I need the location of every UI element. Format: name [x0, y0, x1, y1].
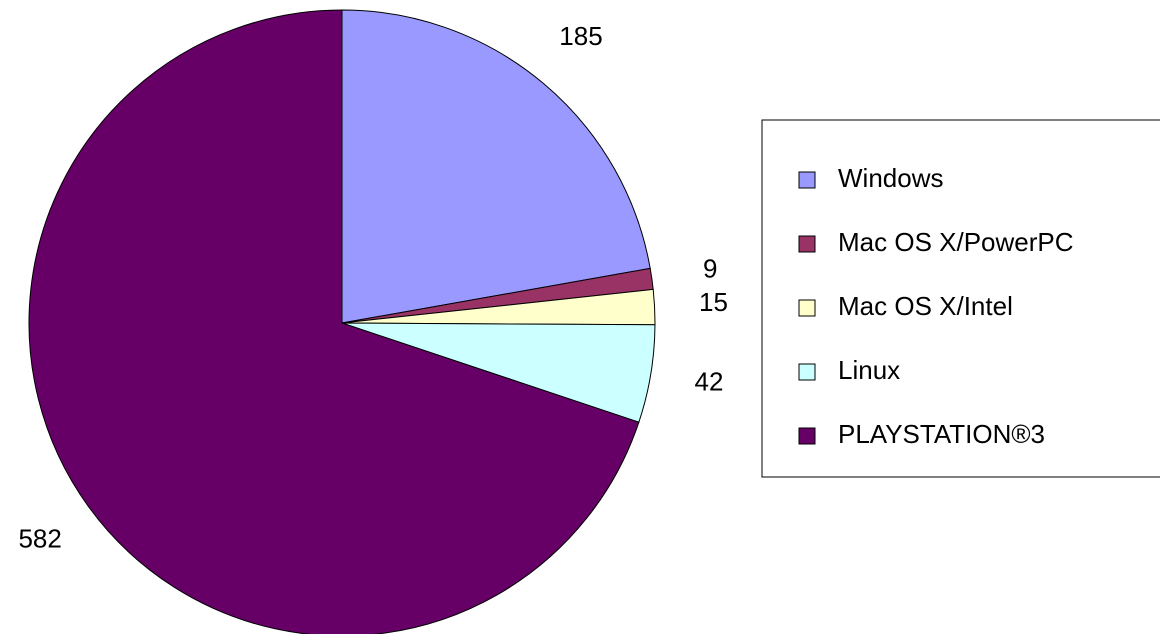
data-label: 9 — [703, 253, 717, 283]
pie: 185 9 15 42 582 — [18, 9, 728, 634]
legend: Windows Mac OS X/PowerPC Mac OS X/Intel Lin… — [761, 119, 1160, 478]
pie-slice — [341, 9, 651, 324]
legend-label: Linux — [838, 355, 900, 385]
legend-label: Windows — [838, 163, 943, 193]
legend-label: Mac OS X/Intel — [838, 291, 1013, 321]
legend-swatch — [798, 299, 816, 317]
data-label: 582 — [18, 523, 61, 553]
data-label: 185 — [559, 21, 602, 51]
legend-swatch — [798, 171, 816, 189]
legend-label: PLAYSTATION®3 — [838, 419, 1045, 449]
legend-box — [761, 119, 1160, 478]
legend-swatch — [798, 427, 816, 445]
pie-slice — [28, 9, 640, 634]
data-label: 15 — [699, 287, 728, 317]
legend-label: Mac OS X/PowerPC — [838, 227, 1074, 257]
data-label: 42 — [695, 367, 724, 397]
legend-swatch — [798, 363, 816, 381]
legend-swatch — [798, 235, 816, 253]
